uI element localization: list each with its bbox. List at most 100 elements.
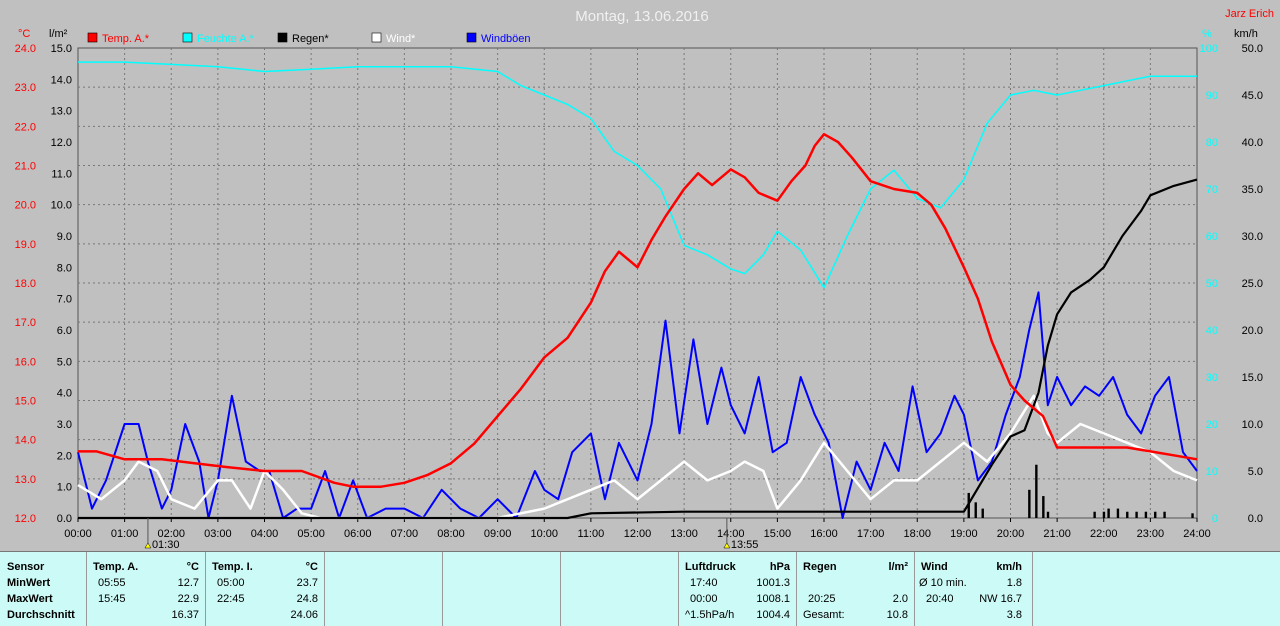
rain-unit: l/m² (888, 561, 908, 573)
sensor-header: Sensor (7, 561, 45, 573)
rain-unit-label: l/m² (49, 28, 68, 40)
axis-units: °C l/m² % km/h (18, 28, 1258, 40)
temp-unit-label: °C (18, 28, 30, 40)
rain-max: 2.0 (892, 593, 908, 605)
rain-bar (1191, 513, 1194, 518)
row-label-avg: Durchschnitt (7, 609, 75, 621)
humidity-tick-label: 40 (1206, 325, 1218, 337)
legend-label: Feuchte A.* (197, 33, 255, 45)
rain-tick-label: 5.0 (57, 356, 72, 368)
time-tick-label: 17:00 (857, 528, 885, 540)
grid (78, 48, 1197, 518)
humidity-tick-label: 20 (1206, 419, 1218, 431)
tempI-avg: 24.06 (290, 609, 318, 621)
stats-pressure: Luftdruck hPa 17:40 1001.3 00:00 1008.1 … (678, 552, 797, 626)
time-tick-label: 03:00 (204, 528, 232, 540)
temp-tick-label: 14.0 (15, 435, 36, 447)
time-tick-label: 07:00 (391, 528, 419, 540)
tempA-max: 22.9 (177, 593, 199, 605)
pressure-min-time: 17:40 (690, 577, 718, 589)
marker-sun-icon (144, 542, 152, 549)
time-tick-label: 04:00 (251, 528, 279, 540)
time-tick-label: 16:00 (810, 528, 838, 540)
rain-max-time: 20:25 (808, 593, 836, 605)
tempI-unit: °C (305, 561, 318, 573)
wind-avg10-label: Ø 10 min. (919, 577, 967, 589)
temp-tick-label: 21.0 (15, 161, 36, 173)
tempA-min: 12.7 (177, 577, 199, 589)
stats-empty-3 (560, 552, 679, 626)
tempA-header: Temp. A. (93, 561, 139, 573)
pressure-min: 1001.3 (756, 577, 790, 589)
time-tick-label: 05:00 (297, 528, 325, 540)
weather-chart: Montag, 13.06.2016 Jarz Erich Temp. A.* F… (14, 8, 1274, 551)
marker-sun-icon (723, 542, 731, 549)
tempA-unit: °C (186, 561, 199, 573)
stats-empty-2 (442, 552, 561, 626)
rain-tick-label: 9.0 (57, 231, 72, 243)
wind-avg: 3.8 (1006, 609, 1022, 621)
tempA-avg: 16.37 (171, 609, 199, 621)
legend-swatch (182, 32, 193, 43)
tempA-max-time: 15:45 (98, 593, 126, 605)
rain-bar (1035, 464, 1038, 518)
rain-bar (1042, 496, 1045, 518)
wind-tick-label: 0.0 (1248, 513, 1263, 525)
pressure-avg: 1004.4 (756, 609, 790, 621)
time-tick-label: 11:00 (578, 528, 605, 540)
rain-bar (974, 502, 977, 518)
time-tick-label: 22:00 (1090, 528, 1118, 540)
stats-rain: Regen l/m² 20:25 2.0 Gesamt: 10.8 (796, 552, 915, 626)
humidity-tick-label: 60 (1206, 231, 1218, 243)
wind-tick-label: 30.0 (1242, 231, 1263, 243)
temp-tick-label: 16.0 (15, 356, 36, 368)
rain-bar (1093, 511, 1096, 518)
wind-tick-label: 25.0 (1242, 278, 1263, 290)
time-tick-label: 06:00 (344, 528, 372, 540)
humidity-tick-label: 0 (1212, 513, 1218, 525)
temp-tick-label: 12.0 (15, 513, 36, 525)
temp-tick-label: 13.0 (15, 474, 36, 486)
pressure-header: Luftdruck (685, 561, 736, 573)
rain-tick-label: 8.0 (57, 262, 72, 274)
time-tick-label: 01:00 (111, 528, 139, 540)
rain-tick-label: 2.0 (57, 450, 72, 462)
wind-tick-label: 20.0 (1242, 325, 1263, 337)
wind-tick-label: 40.0 (1242, 137, 1263, 149)
legend-label: Wind* (386, 33, 416, 45)
series-line (78, 61, 1197, 289)
time-tick-label: 08:00 (437, 528, 465, 540)
rain-bar (1163, 511, 1166, 518)
stats-temp-inside: Temp. I. °C 05:00 23.7 22:45 24.8 24.06 (205, 552, 325, 626)
time-tick-label: 18:00 (903, 528, 931, 540)
time-markers: 01:30 13:55 (144, 518, 758, 551)
tempI-header: Temp. I. (212, 561, 253, 573)
wind-avg10: 1.8 (1006, 577, 1022, 589)
time-tick-label: 20:00 (997, 528, 1025, 540)
series-line (78, 132, 1198, 488)
author-label: Jarz Erich (1225, 8, 1274, 20)
wind-max: NW 16.7 (979, 593, 1022, 605)
rain-bar (1028, 489, 1031, 518)
wind-tick-label: 15.0 (1242, 372, 1263, 384)
tempI-min-time: 05:00 (217, 577, 245, 589)
temp-tick-label: 17.0 (15, 317, 36, 329)
rain-tick-label: 11.0 (51, 168, 72, 180)
rain-tick-label: 12.0 (51, 137, 72, 149)
wind-tick-label: 10.0 (1242, 419, 1263, 431)
rain-tick-label: 7.0 (57, 294, 72, 306)
legend-swatch (87, 32, 98, 43)
humidity-tick-label: 10 (1206, 466, 1218, 478)
rain-bar (1046, 511, 1050, 518)
rain-tick-label: 14.0 (51, 74, 72, 86)
stats-empty-1 (324, 552, 443, 626)
legend: Temp. A.* Feuchte A.* Regen* Wind* Windböen (87, 32, 531, 45)
rain-bar (1144, 511, 1148, 518)
humidity-tick-label: 90 (1206, 90, 1218, 102)
rain-tick-label: 15.0 (51, 43, 72, 55)
rain-bar (1102, 511, 1106, 518)
stats-sensor-column: Sensor MinWert MaxWert Durchschnitt (0, 552, 87, 626)
rain-total: 10.8 (886, 609, 908, 621)
legend-label: Temp. A.* (102, 33, 150, 45)
temp-tick-label: 19.0 (15, 239, 36, 251)
